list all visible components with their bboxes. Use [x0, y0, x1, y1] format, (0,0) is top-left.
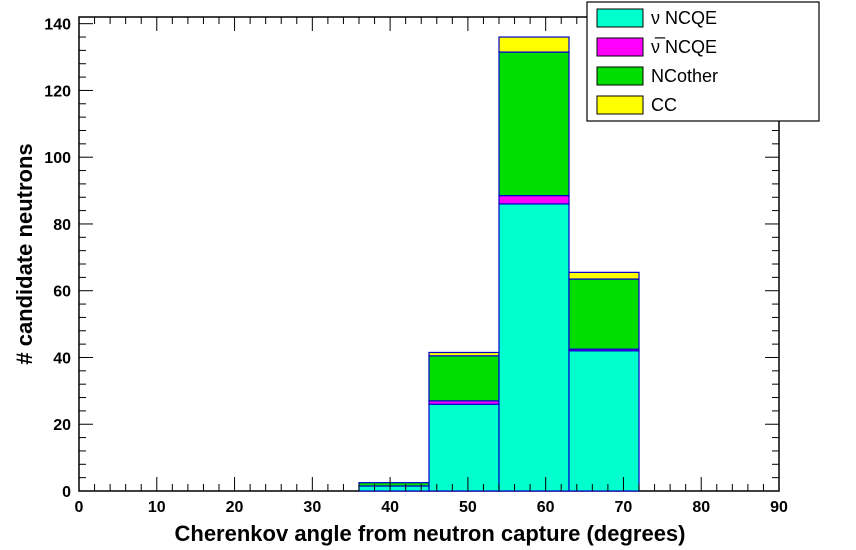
bar-bin3-series2 [568, 278, 640, 350]
legend-label: NCother [651, 66, 718, 86]
bar-bin0-series2 [358, 482, 430, 487]
x-tick-label: 30 [303, 499, 321, 516]
legend: ν NCQE ν̅ NCQE NCother CC [586, 1, 820, 122]
x-axis-title: Cherenkov angle from neutron capture (de… [175, 521, 686, 546]
legend-swatch [596, 95, 644, 115]
bar-bin3-series3 [568, 271, 640, 280]
legend-label: ν̅ NCQE [651, 37, 717, 57]
legend-swatch [596, 37, 644, 57]
x-tick-label: 40 [381, 499, 399, 516]
y-tick-label: 60 [53, 284, 71, 301]
y-tick-label: 40 [53, 350, 71, 367]
y-tick-labels: 0 20 40 60 80 100 120 140 [44, 17, 71, 501]
legend-swatch [596, 8, 644, 28]
bar-bin2-series0 [498, 203, 570, 492]
bar-bin1-series0 [428, 403, 500, 492]
x-tick-label: 80 [692, 499, 710, 516]
y-tick-label: 20 [53, 417, 71, 434]
x-tick-label: 90 [770, 499, 788, 516]
bars-group [358, 36, 640, 492]
bar-bin2-series1 [498, 194, 570, 205]
bar-bin3-series0 [568, 350, 640, 492]
bar-bin1-series3 [428, 351, 500, 357]
bar-bin2-series2 [498, 51, 570, 197]
legend-label: ν NCQE [651, 8, 717, 28]
x-tick-label: 60 [537, 499, 555, 516]
y-axis-title: # candidate neutrons [12, 143, 37, 364]
y-tick-label: 140 [44, 17, 71, 34]
legend-label: CC [651, 95, 677, 115]
legend-swatch [596, 66, 644, 86]
x-tick-label: 10 [148, 499, 166, 516]
y-tick-label: 0 [62, 484, 71, 501]
y-tick-label: 80 [53, 217, 71, 234]
x-tick-label: 50 [459, 499, 477, 516]
x-tick-label: 70 [615, 499, 633, 516]
y-tick-label: 100 [44, 150, 71, 167]
x-tick-labels: 0 10 20 30 40 50 60 70 80 90 [75, 499, 788, 516]
bar-bin2-series3 [498, 36, 570, 53]
y-tick-label: 120 [44, 83, 71, 100]
bar-bin0-series0 [358, 485, 430, 492]
bar-bin1-series2 [428, 355, 500, 402]
x-tick-label: 0 [75, 499, 84, 516]
x-tick-label: 20 [226, 499, 244, 516]
